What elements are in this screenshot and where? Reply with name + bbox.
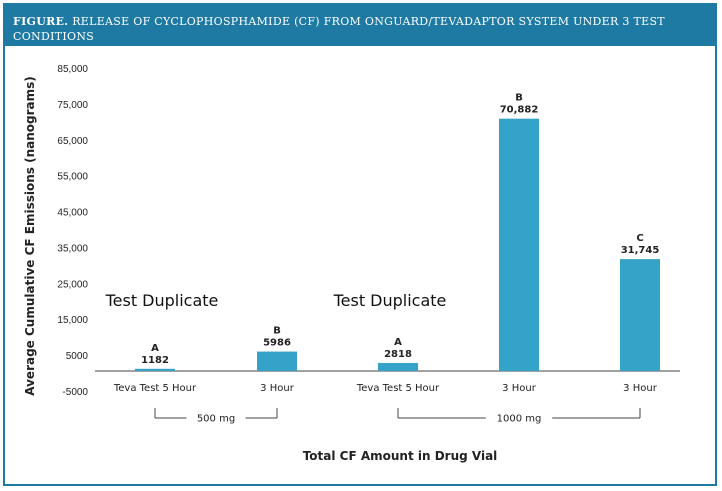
annotation-test-duplicate-1: Test Duplicate	[105, 291, 219, 310]
y-tick-label: 15,000	[57, 315, 88, 326]
y-tick-label: 35,000	[57, 243, 88, 254]
bar	[499, 118, 539, 371]
bar	[378, 362, 418, 371]
bar-letter-label: C	[636, 233, 643, 244]
y-tick-label: -5000	[62, 387, 88, 398]
figure-label: FIGURE.	[13, 15, 69, 28]
y-tick-label: 25,000	[57, 279, 88, 290]
bar	[257, 351, 297, 371]
figure-title: FIGURE. RELEASE OF CYCLOPHOSPHAMIDE (CF)…	[13, 14, 703, 44]
bar-value-label: 31,745	[621, 245, 660, 256]
bar-value-label: 5986	[263, 338, 291, 349]
x-tick-label: 3 Hour	[502, 383, 537, 394]
bar-letter-label: A	[394, 337, 402, 348]
y-tick-label: 85,000	[57, 64, 88, 75]
y-tick-label: 45,000	[57, 208, 88, 219]
x-axis-title: Total CF Amount in Drug Vial	[303, 449, 498, 463]
x-axis-categories: Teva Test 5 Hour 3 Hour Teva Test 5 Hour 3 …	[113, 383, 658, 394]
y-axis-title: Average Cumulative CF Emissions (nanogra…	[23, 76, 37, 396]
y-tick-label: 75,000	[57, 100, 88, 111]
group-label: 500 mg	[197, 414, 235, 425]
bar-letter-label: B	[273, 326, 281, 337]
y-axis-ticks: 85,000 75,000 65,000 55,000 45,000 35,000 25,0…	[57, 64, 88, 398]
figure-frame: FIGURE. RELEASE OF CYCLOPHOSPHAMIDE (CF)…	[3, 3, 717, 486]
y-tick-label: 5000	[66, 351, 89, 362]
group-brackets: 500 mg 1000 mg	[154, 408, 641, 425]
group-bracket: 500 mg	[154, 408, 278, 425]
group-label: 1000 mg	[497, 414, 542, 425]
x-tick-label: Teva Test 5 Hour	[356, 383, 440, 394]
bar	[135, 368, 175, 371]
x-tick-label: 3 Hour	[623, 383, 658, 394]
bar-value-label: 2818	[384, 349, 412, 360]
figure-header: FIGURE. RELEASE OF CYCLOPHOSPHAMIDE (CF)…	[5, 5, 715, 46]
annotation-test-duplicate-2: Test Duplicate	[333, 291, 447, 310]
bar-value-label: 1182	[141, 355, 169, 366]
bar-value-label: 70,882	[500, 105, 539, 116]
x-tick-label: 3 Hour	[260, 383, 295, 394]
group-bracket: 1000 mg	[397, 408, 641, 425]
bar-letter-label: B	[515, 93, 523, 104]
y-tick-label: 65,000	[57, 136, 88, 147]
y-tick-label: 55,000	[57, 172, 88, 183]
bar	[620, 259, 660, 371]
figure-title-text: RELEASE OF CYCLOPHOSPHAMIDE (CF) FROM ON…	[13, 15, 665, 43]
x-tick-label: Teva Test 5 Hour	[113, 383, 197, 394]
bar-letter-label: A	[151, 343, 159, 354]
